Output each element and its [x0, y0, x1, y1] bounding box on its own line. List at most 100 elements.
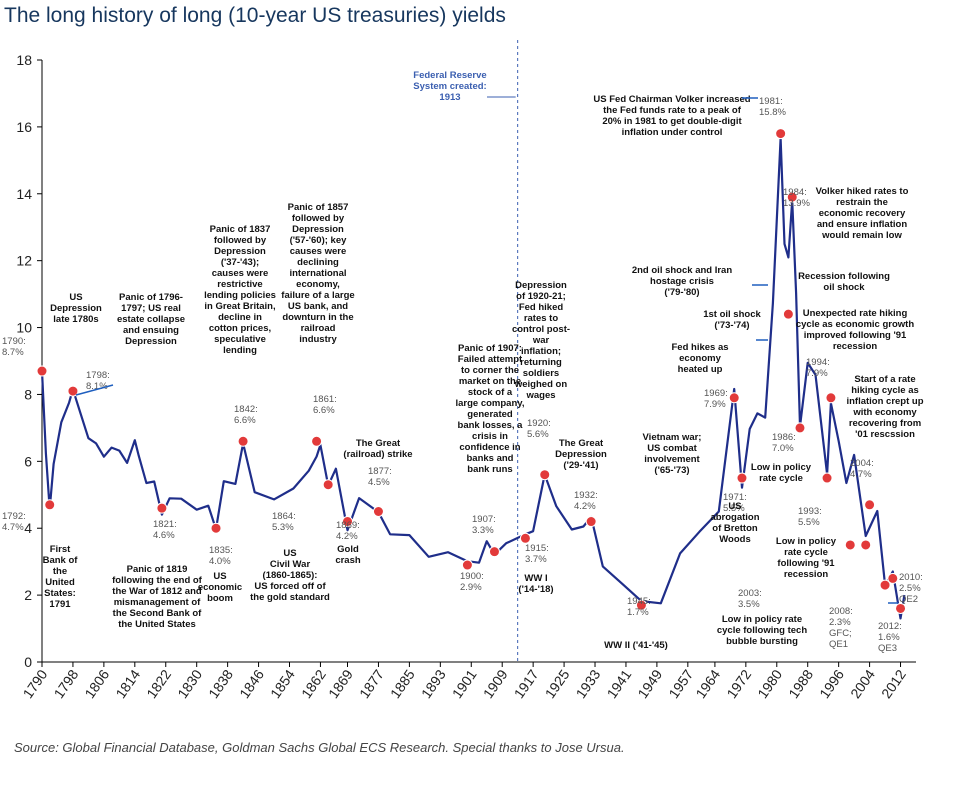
x-tick-label: 1901	[449, 666, 480, 701]
y-tick-label: 0	[24, 654, 32, 670]
event-annotation: First Bank of the United States: 1791	[43, 544, 79, 610]
data-point-marker	[44, 499, 56, 511]
data-point-label: 1915: 3.7%	[525, 543, 549, 565]
source-note: Source: Global Financial Database, Goldm…	[14, 740, 625, 755]
event-annotation: US Civil War (1860-1865): US forced off of t…	[250, 548, 330, 603]
data-point-marker	[887, 572, 899, 584]
data-point-marker	[728, 392, 740, 404]
x-tick-label: 2012	[878, 666, 909, 701]
fed-reserve-label: Federal Reserve System created: 1913	[413, 70, 486, 103]
data-point-marker	[237, 435, 249, 447]
data-point-label: 1984: 13.9%	[783, 187, 810, 209]
data-point-label: 1981: 15.8%	[759, 96, 786, 118]
data-point-marker	[67, 385, 79, 397]
event-annotation: The Great (railroad) strike	[343, 438, 412, 460]
x-tick-label: 1980	[754, 666, 785, 701]
event-annotation: WW I ('14-'18)	[518, 573, 553, 595]
event-annotation: WW II ('41-'45)	[604, 640, 668, 651]
event-annotation: Panic of 1857 followed by Depression ('57-'…	[281, 202, 354, 345]
x-tick-label: 1790	[19, 666, 50, 701]
fed-reserve-line: Federal Reserve System created: 1913	[413, 40, 519, 662]
data-point-marker	[635, 599, 647, 611]
y-tick-label: 6	[24, 453, 32, 469]
data-point-label: 1993: 5.5%	[798, 506, 822, 528]
x-tick-label: 1964	[692, 666, 723, 701]
event-annotation: Unexpected rate hiking cycle as economic …	[796, 308, 914, 352]
data-point-marker	[461, 559, 473, 571]
series-line	[40, 137, 906, 620]
y-tick-label: 12	[16, 253, 32, 269]
event-annotation: Volker hiked rates to restrain the economi…	[816, 186, 909, 241]
data-point-marker	[156, 502, 168, 514]
data-point-marker	[864, 499, 876, 511]
data-point-label: 1994: 7.9%	[806, 357, 830, 379]
x-tick-label: 1877	[356, 666, 387, 701]
x-tick-label: 1925	[542, 666, 573, 701]
x-tick-label: 1941	[603, 666, 634, 701]
data-point-marker	[775, 128, 787, 140]
event-annotation: Gold crash	[335, 544, 361, 566]
data-point-marker	[895, 602, 907, 614]
data-point-marker	[539, 469, 551, 481]
data-point-marker	[372, 506, 384, 517]
x-tick-label: 1933	[572, 666, 603, 701]
x-tick-label: 1806	[81, 666, 112, 701]
data-point-marker	[585, 516, 597, 528]
data-points: 1790: 8.7% 1792: 4.7% 1798: 8.1% 1821: 4.6% 1835…	[2, 96, 923, 654]
x-tick-label: 1972	[723, 666, 754, 701]
data-point-label: 1842: 6.6%	[234, 404, 258, 426]
event-annotation: US economic boom	[198, 571, 242, 604]
y-tick-label: 16	[16, 119, 32, 135]
data-point-label: 1932: 4.2%	[574, 490, 598, 512]
data-point-marker	[342, 516, 354, 528]
event-annotation: Recession following oil shock	[798, 271, 890, 293]
y-tick-label: 2	[24, 587, 32, 603]
data-point-label: 1864: 5.3%	[272, 511, 296, 533]
data-point-label: 1861: 6.6%	[313, 394, 337, 416]
event-annotation: Vietnam war; US combat involvement ('65-'73…	[643, 432, 702, 476]
data-point-label: 1900: 2.9%	[460, 571, 484, 593]
data-point-label: 2010: 2.5% QE2	[899, 572, 923, 605]
event-annotation: US Depression late 1780s	[50, 292, 102, 325]
data-point-marker	[782, 308, 794, 320]
data-point-marker	[821, 472, 833, 484]
annotations: US Depression late 1780s First Bank of the Uni…	[43, 94, 924, 651]
x-tick-label: 1822	[143, 666, 174, 701]
x-tick-label: 1917	[511, 666, 542, 701]
data-point-label: 1877: 4.5%	[368, 466, 392, 488]
data-point-marker	[36, 365, 48, 377]
chart-title: The long history of long (10-year US tre…	[4, 4, 506, 27]
data-point-marker	[794, 422, 806, 434]
x-tick-label: 1814	[112, 666, 143, 701]
data-point-marker	[322, 479, 334, 491]
event-annotation: Panic of 1796-1797; US real estate collap…	[117, 292, 185, 347]
data-point-label: 1790: 8.7%	[2, 336, 26, 358]
data-point-label: 2012: 1.6% QE3	[878, 621, 902, 654]
x-tick-label: 1798	[50, 666, 81, 701]
data-point-label: 1869: 4.2%	[336, 520, 360, 542]
data-point-label: 1907: 3.3%	[472, 514, 496, 536]
data-point-label: 1986: 7.0%	[772, 432, 796, 454]
data-point-label: 1798: 8.1%	[86, 370, 110, 392]
data-point-label: 1969: 7.9%	[704, 388, 728, 410]
data-point-marker	[488, 546, 500, 558]
data-point-label: 1945: 1.7%	[627, 596, 651, 618]
event-annotation: Low in policy rate cycle following tech bu…	[717, 614, 807, 647]
data-point-marker	[786, 191, 798, 203]
x-tick-label: 1854	[267, 666, 298, 701]
data-point-marker	[860, 539, 872, 551]
x-tick-label: 1949	[634, 666, 665, 701]
x-tick-label: 1996	[816, 666, 847, 701]
data-point-label: 1971: 5.5%	[723, 492, 747, 514]
x-tick-label: 1838	[205, 666, 236, 701]
event-annotation: Depression of 1920-21; Fed hiked rates to co…	[512, 280, 570, 401]
data-point-marker	[519, 532, 531, 544]
x-tick-label: 1862	[298, 666, 329, 701]
data-point-marker	[311, 435, 323, 447]
data-point-label: 1920: 5.6%	[527, 418, 551, 440]
x-tick-label: 2004	[847, 666, 878, 701]
y-tick-label: 4	[24, 520, 32, 536]
event-annotation: Panic of 1907: Failed attempt to corner th…	[456, 343, 525, 475]
data-point-label: 2008: 2.3% GFC; QE1	[829, 606, 853, 650]
